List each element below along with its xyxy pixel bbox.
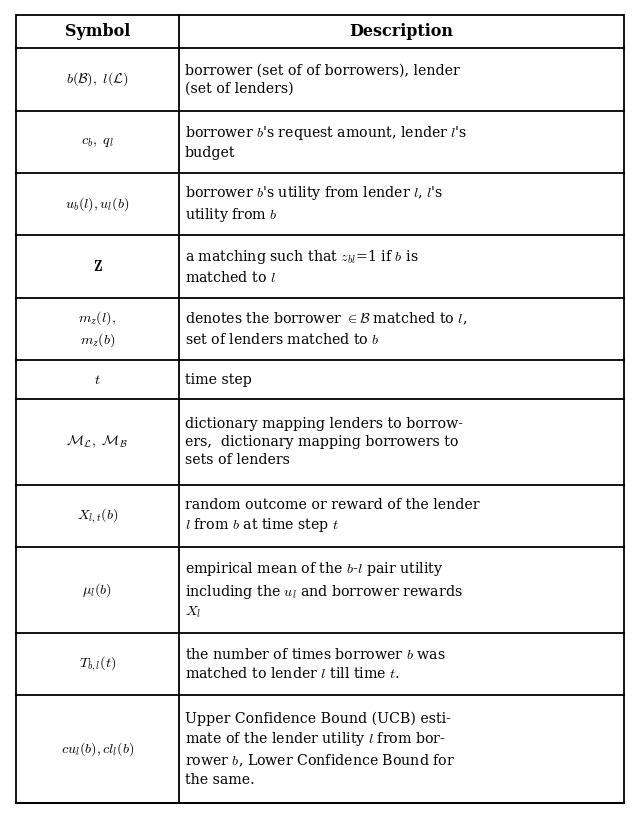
Text: denotes the borrower $\in \mathcal{B}$ matched to $l$,
set of lenders matched to: denotes the borrower $\in \mathcal{B}$ m… <box>185 311 467 347</box>
Text: $\mathcal{M}_{\mathcal{L}},\ \mathcal{M}_{\mathcal{B}}$: $\mathcal{M}_{\mathcal{L}},\ \mathcal{M}… <box>67 434 129 450</box>
Text: borrower $b$'s request amount, lender $l$'s
budget: borrower $b$'s request amount, lender $l… <box>185 124 467 160</box>
Text: Symbol: Symbol <box>65 23 130 40</box>
Text: random outcome or reward of the lender
$l$ from $b$ at time step $t$: random outcome or reward of the lender $… <box>185 497 479 534</box>
Text: $\mathbf{Z}$: $\mathbf{Z}$ <box>93 259 102 274</box>
Text: $T_{b,l}(t)$: $T_{b,l}(t)$ <box>79 654 116 673</box>
Text: $t$: $t$ <box>94 373 101 387</box>
Text: empirical mean of the $b$-$l$ pair utility
including the $u_l$ and borrower rewa: empirical mean of the $b$-$l$ pair utili… <box>185 560 463 620</box>
Text: borrower (set of of borrowers), lender
(set of lenders): borrower (set of of borrowers), lender (… <box>185 64 460 95</box>
Text: $\mu_l(b)$: $\mu_l(b)$ <box>83 581 113 599</box>
Text: dictionary mapping lenders to borrow-
ers,  dictionary mapping borrowers to
sets: dictionary mapping lenders to borrow- er… <box>185 417 463 467</box>
Text: $m_z(l),$
$m_z(b)$: $m_z(l),$ $m_z(b)$ <box>79 309 116 348</box>
Text: borrower $b$'s utility from lender $l$, $l$'s
utility from $b$: borrower $b$'s utility from lender $l$, … <box>185 184 443 224</box>
Text: time step: time step <box>185 373 252 387</box>
Text: $u_b(l), u_l(b)$: $u_b(l), u_l(b)$ <box>65 196 130 213</box>
Text: $b(\mathcal{B}),\ l(\mathcal{L})$: $b(\mathcal{B}),\ l(\mathcal{L})$ <box>67 70 129 88</box>
Text: a matching such that $z_{bl}$=1 if $b$ is
matched to $l$: a matching such that $z_{bl}$=1 if $b$ i… <box>185 248 419 285</box>
Text: Description: Description <box>349 23 454 40</box>
Text: $cu_l(b), cl_l(b)$: $cu_l(b), cl_l(b)$ <box>61 740 134 758</box>
Text: $c_b,\ q_l$: $c_b,\ q_l$ <box>81 135 114 149</box>
Text: the number of times borrower $b$ was
matched to lender $l$ till time $t$.: the number of times borrower $b$ was mat… <box>185 647 445 681</box>
Text: $X_{l,t}(b)$: $X_{l,t}(b)$ <box>77 506 118 526</box>
Text: Upper Confidence Bound (UCB) esti-
mate of the lender utility $l$ from bor-
rowe: Upper Confidence Bound (UCB) esti- mate … <box>185 712 455 787</box>
